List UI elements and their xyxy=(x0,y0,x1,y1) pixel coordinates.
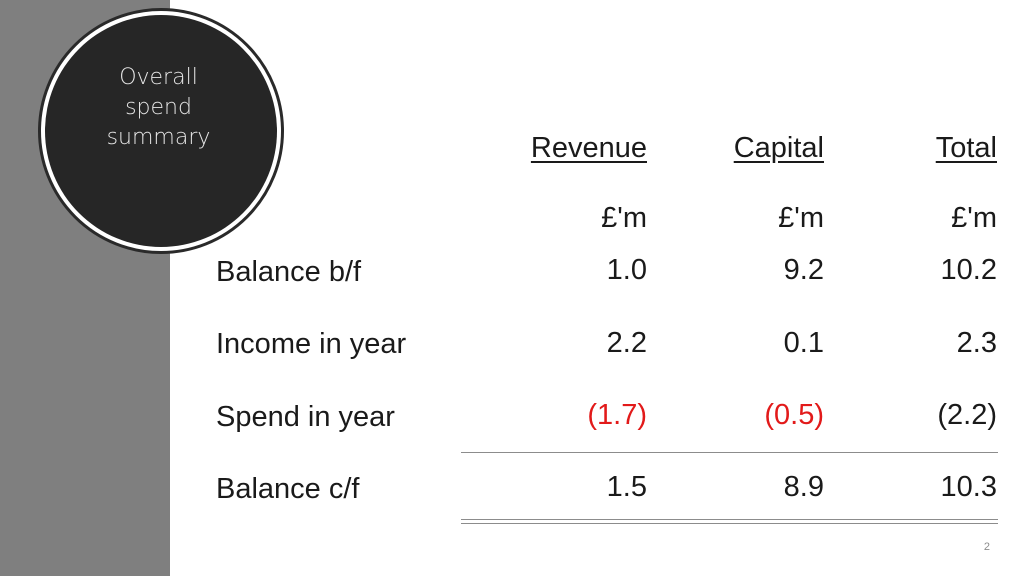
header-capital: Capital xyxy=(733,132,824,164)
title-badge: Overall spend summary xyxy=(45,15,277,247)
slide-title: Overall spend summary xyxy=(99,63,219,153)
value-balance-bf-total: 10.2 xyxy=(940,254,997,286)
row-label-balance-bf: Balance b/f xyxy=(216,256,362,288)
header-total: Total xyxy=(935,132,997,164)
slide-title-line-3: summary xyxy=(106,125,211,150)
value-income-revenue: 2.2 xyxy=(606,327,647,359)
slide-title-line-1: Overall xyxy=(119,65,198,90)
value-spend-revenue: (1.7) xyxy=(587,399,647,431)
value-balance-bf-revenue: 1.0 xyxy=(606,254,647,286)
value-income-capital: 0.1 xyxy=(783,327,824,359)
subtotal-rule xyxy=(461,452,998,453)
total-double-rule xyxy=(461,519,998,524)
value-balance-cf-capital: 8.9 xyxy=(783,471,824,503)
unit-capital: £'m xyxy=(778,202,824,234)
value-balance-cf-total: 10.3 xyxy=(940,471,997,503)
value-income-total: 2.3 xyxy=(956,327,997,359)
slide-title-line-2: spend xyxy=(125,95,192,120)
value-balance-cf-revenue: 1.5 xyxy=(606,471,647,503)
row-label-income: Income in year xyxy=(216,328,407,360)
row-label-balance-cf: Balance c/f xyxy=(216,473,360,505)
unit-revenue: £'m xyxy=(601,202,647,234)
header-revenue: Revenue xyxy=(530,132,647,164)
value-spend-capital: (0.5) xyxy=(764,399,824,431)
value-balance-bf-capital: 9.2 xyxy=(783,254,824,286)
unit-total: £'m xyxy=(951,202,997,234)
value-spend-total: (2.2) xyxy=(937,399,997,431)
page-number: 2 xyxy=(983,541,990,553)
row-label-spend: Spend in year xyxy=(216,401,395,433)
